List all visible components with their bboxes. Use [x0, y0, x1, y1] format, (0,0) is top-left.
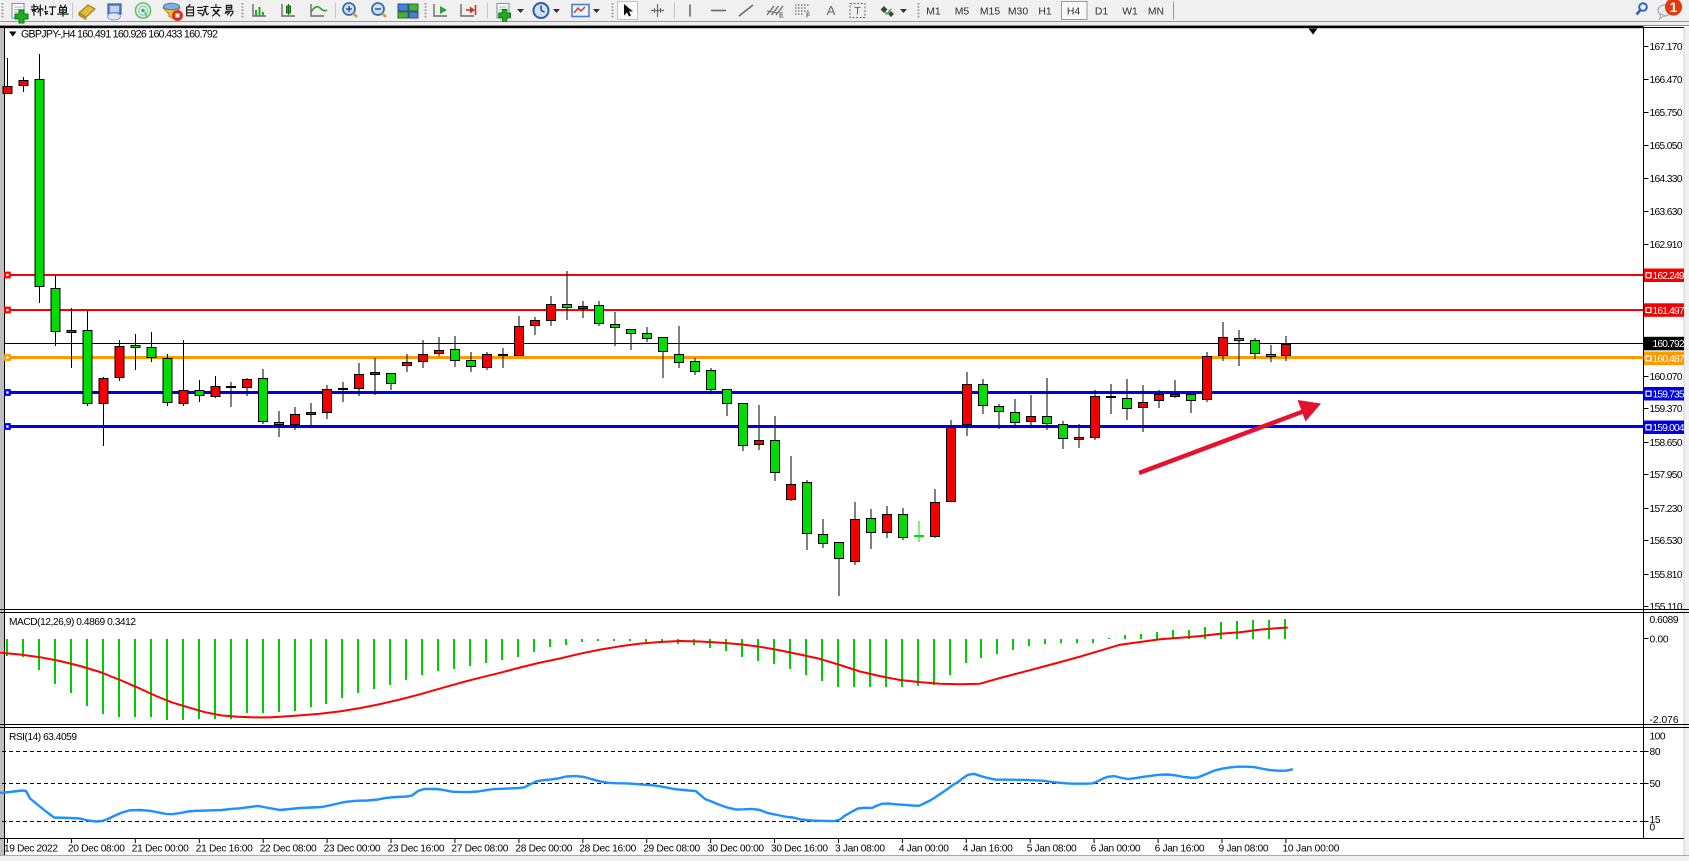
- svg-text:9 Jan 08:00: 9 Jan 08:00: [1219, 844, 1269, 855]
- svg-text:19 Dec 2022: 19 Dec 2022: [4, 844, 58, 855]
- svg-text:159.370: 159.370: [1650, 404, 1683, 415]
- svg-text:155.810: 155.810: [1650, 570, 1683, 581]
- svg-text:159.735: 159.735: [1653, 389, 1685, 400]
- svg-text:0: 0: [1650, 823, 1656, 834]
- svg-text:A: A: [827, 3, 836, 18]
- svg-text:-2.076: -2.076: [1650, 715, 1679, 726]
- svg-text:160.070: 160.070: [1650, 372, 1683, 383]
- svg-text:167.170: 167.170: [1650, 42, 1683, 53]
- svg-text:3 Jan 08:00: 3 Jan 08:00: [835, 844, 885, 855]
- svg-text:161.497: 161.497: [1653, 306, 1685, 317]
- svg-text:GBPJPY-,H4 160.491 160.926 16: GBPJPY-,H4 160.491 160.926 160.433 160.7…: [21, 29, 218, 41]
- svg-text:100: 100: [1650, 732, 1666, 743]
- svg-text:22 Dec 08:00: 22 Dec 08:00: [260, 844, 317, 855]
- svg-text:156.530: 156.530: [1650, 536, 1683, 547]
- svg-text:155.110: 155.110: [1650, 602, 1683, 613]
- svg-text:20 Dec 08:00: 20 Dec 08:00: [68, 844, 125, 855]
- svg-text:D1: D1: [1095, 6, 1109, 17]
- svg-text:1: 1: [1670, 0, 1678, 15]
- svg-text:165.750: 165.750: [1650, 108, 1683, 119]
- svg-text:30 Dec 00:00: 30 Dec 00:00: [707, 844, 764, 855]
- svg-text:159.004: 159.004: [1653, 423, 1685, 434]
- svg-text:M1: M1: [926, 6, 941, 17]
- svg-text:T: T: [854, 6, 861, 18]
- svg-text:28 Dec 00:00: 28 Dec 00:00: [515, 844, 572, 855]
- svg-text:10 Jan 00:00: 10 Jan 00:00: [1282, 844, 1339, 855]
- svg-text:M15: M15: [980, 6, 1000, 17]
- svg-text:27 Dec 08:00: 27 Dec 08:00: [451, 844, 508, 855]
- svg-text:4 Jan 16:00: 4 Jan 16:00: [963, 844, 1013, 855]
- svg-text:164.330: 164.330: [1650, 174, 1683, 185]
- svg-text:157.950: 157.950: [1650, 470, 1683, 481]
- svg-text:M5: M5: [955, 6, 970, 17]
- svg-text:4 Jan 00:00: 4 Jan 00:00: [899, 844, 949, 855]
- svg-text:F: F: [806, 13, 811, 20]
- svg-text:157.230: 157.230: [1650, 504, 1683, 515]
- svg-text:E: E: [779, 13, 784, 20]
- svg-text:H1: H1: [1038, 6, 1052, 17]
- svg-text:M30: M30: [1008, 6, 1028, 17]
- svg-text:160.487: 160.487: [1653, 354, 1685, 365]
- svg-text:28 Dec 16:00: 28 Dec 16:00: [579, 844, 636, 855]
- svg-text:0.6089: 0.6089: [1650, 615, 1679, 626]
- svg-text:MACD(12,26,9) 0.4869 0.3412: MACD(12,26,9) 0.4869 0.3412: [9, 617, 136, 628]
- svg-text:0.00: 0.00: [1650, 635, 1669, 646]
- svg-text:50: 50: [1650, 779, 1661, 790]
- svg-text:165.050: 165.050: [1650, 141, 1683, 152]
- svg-text:162.249: 162.249: [1653, 271, 1685, 282]
- svg-text:H4: H4: [1067, 6, 1081, 17]
- svg-text:RSI(14) 63.4059: RSI(14) 63.4059: [9, 732, 77, 743]
- svg-text:5 Jan 08:00: 5 Jan 08:00: [1027, 844, 1077, 855]
- svg-text:W1: W1: [1122, 6, 1138, 17]
- svg-text:166.470: 166.470: [1650, 75, 1683, 86]
- svg-text:30 Dec 16:00: 30 Dec 16:00: [771, 844, 828, 855]
- svg-text:15: 15: [1650, 815, 1661, 826]
- svg-text:23 Dec 00:00: 23 Dec 00:00: [324, 844, 381, 855]
- svg-text:21 Dec 00:00: 21 Dec 00:00: [132, 844, 189, 855]
- svg-text:80: 80: [1650, 747, 1661, 758]
- svg-text:MN: MN: [1148, 6, 1164, 17]
- svg-text:162.910: 162.910: [1650, 240, 1683, 251]
- svg-text:163.630: 163.630: [1650, 207, 1683, 218]
- svg-text:6 Jan 16:00: 6 Jan 16:00: [1155, 844, 1205, 855]
- svg-text:21 Dec 16:00: 21 Dec 16:00: [196, 844, 253, 855]
- svg-text:6 Jan 00:00: 6 Jan 00:00: [1091, 844, 1141, 855]
- svg-text:23 Dec 16:00: 23 Dec 16:00: [388, 844, 445, 855]
- svg-text:160.792: 160.792: [1653, 339, 1685, 350]
- svg-text:158.650: 158.650: [1650, 438, 1683, 449]
- svg-text:29 Dec 08:00: 29 Dec 08:00: [643, 844, 700, 855]
